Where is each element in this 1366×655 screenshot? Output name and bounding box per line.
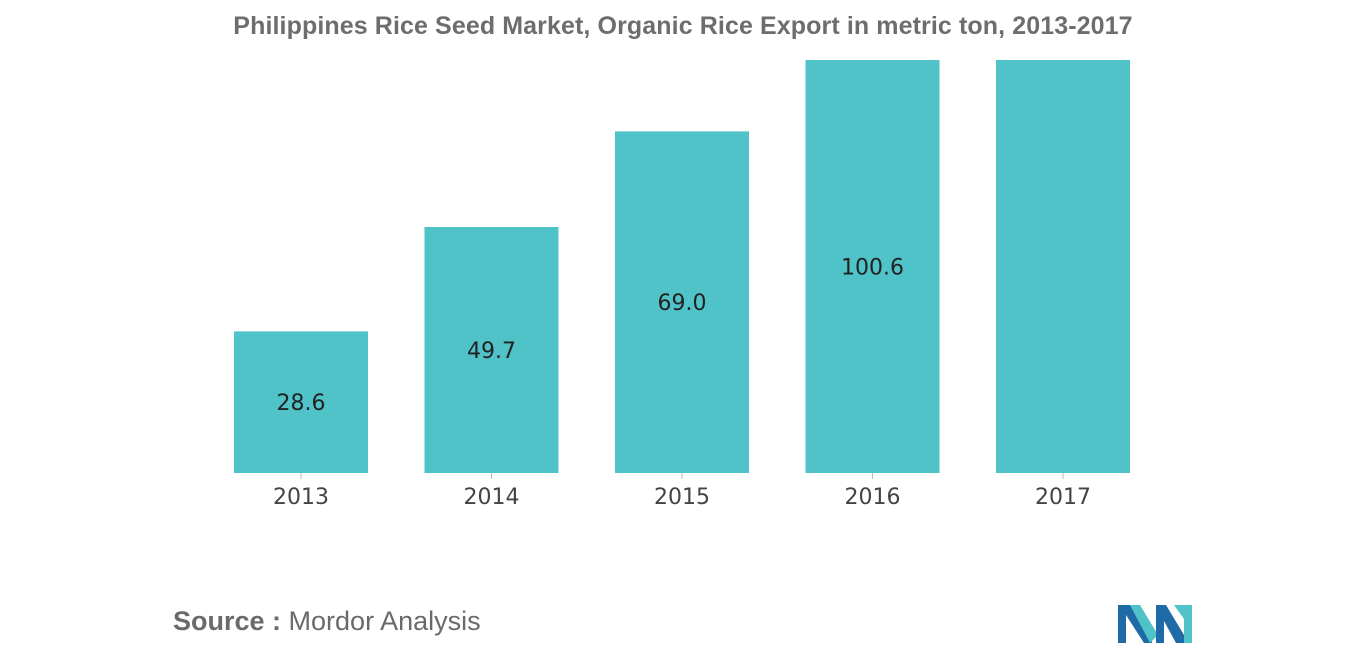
data-label-2016: 100.6 bbox=[841, 256, 904, 281]
x-tick-label-2015: 2015 bbox=[654, 485, 710, 510]
x-axis-ticks: 2013 2014 2015 2016 2017 bbox=[273, 473, 1091, 510]
x-tick-label-2014: 2014 bbox=[464, 485, 520, 510]
x-tick-label-2017: 2017 bbox=[1035, 485, 1091, 510]
x-tick-label-2013: 2013 bbox=[273, 485, 329, 510]
source-value: Mordor Analysis bbox=[288, 606, 481, 636]
data-label-2015: 69.0 bbox=[658, 291, 707, 316]
bar-2014 bbox=[424, 227, 559, 473]
bars-group: 28.6 49.7 69.0 100.6 bbox=[234, 60, 1130, 473]
chart-title: Philippines Rice Seed Market, Organic Ri… bbox=[233, 12, 1133, 40]
data-label-2013: 28.6 bbox=[277, 391, 326, 416]
x-tick-label-2016: 2016 bbox=[845, 485, 901, 510]
source-key: Source : bbox=[173, 606, 282, 636]
bar-2016 bbox=[805, 60, 940, 473]
mordor-intelligence-logo-icon bbox=[1118, 605, 1192, 643]
data-label-2014: 49.7 bbox=[467, 339, 516, 364]
source-note: Source : Mordor Analysis bbox=[173, 606, 481, 637]
bar-2013 bbox=[234, 331, 368, 473]
bar-2017 bbox=[996, 60, 1130, 473]
bar-2015 bbox=[615, 131, 749, 473]
